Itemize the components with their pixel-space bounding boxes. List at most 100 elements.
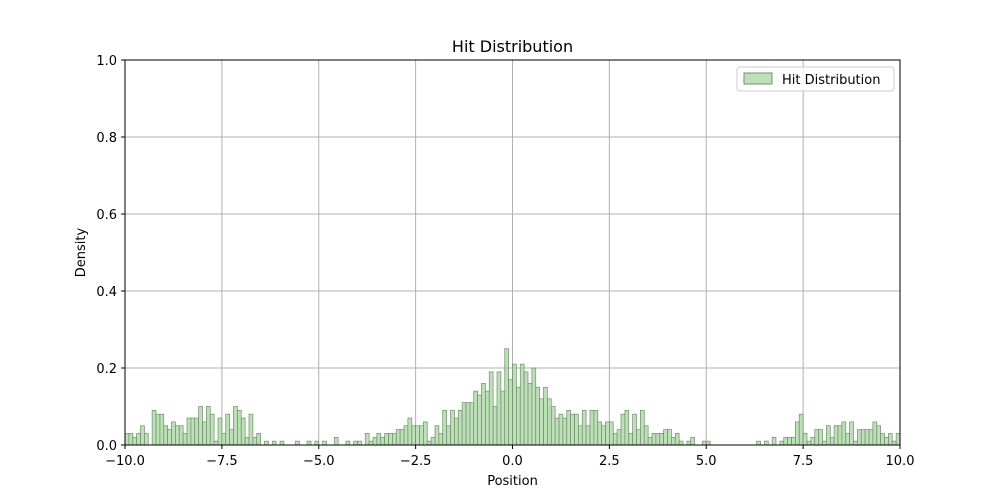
histogram-bar: [426, 440, 432, 446]
histogram-bar: [202, 421, 207, 446]
histogram-bar: [535, 386, 540, 446]
histogram-bar: [384, 433, 389, 446]
histogram-bar: [407, 417, 413, 446]
x-tick-label: 7.5: [793, 454, 814, 469]
histogram-bar: [597, 421, 602, 446]
histogram-bar: [806, 440, 812, 446]
histogram-bar: [872, 421, 878, 446]
histogram-bar: [837, 425, 843, 446]
histogram-bar: [853, 440, 858, 446]
x-tick-label: −10.0: [105, 454, 145, 469]
histogram-bar: [508, 379, 513, 446]
histogram-bar: [826, 425, 831, 446]
histogram-bar: [636, 429, 641, 446]
histogram-bar: [128, 433, 134, 446]
histogram-bar: [256, 433, 261, 446]
histogram-bar: [461, 402, 467, 446]
y-axis-label: Density: [74, 227, 89, 277]
histogram-bar: [667, 429, 672, 446]
histogram-bar: [465, 402, 471, 446]
y-tick-label: 0.6: [96, 208, 117, 223]
histogram-bar: [690, 436, 695, 446]
histogram-bar: [345, 440, 351, 446]
histogram-bar: [764, 440, 769, 446]
histogram-bar: [791, 436, 796, 446]
histogram-bar: [209, 413, 215, 446]
histogram-bar: [190, 417, 196, 446]
histogram-bar: [640, 410, 645, 446]
histogram-bar: [206, 406, 211, 446]
histogram-bar: [411, 425, 416, 446]
histogram-bar: [492, 406, 498, 446]
histogram-bar: [876, 425, 881, 446]
y-tick-label: 0.4: [96, 285, 117, 300]
histogram-bar: [554, 417, 560, 446]
histogram-bar: [857, 429, 862, 446]
histogram-bar: [392, 433, 397, 446]
histogram-bar: [229, 429, 234, 446]
histogram-bar: [473, 390, 478, 446]
histogram-bar: [423, 421, 428, 446]
histogram-bar: [771, 436, 777, 446]
histogram-bar: [589, 410, 595, 446]
histogram-bar: [136, 433, 141, 446]
histogram-bar: [558, 413, 564, 446]
x-tick-label: 0.0: [502, 454, 523, 469]
histogram-bar: [252, 436, 258, 446]
histogram-bar: [655, 433, 661, 446]
histogram-bar: [395, 429, 401, 446]
histogram-bar: [783, 436, 788, 446]
histogram-bar: [659, 433, 664, 446]
histogram-bar: [372, 436, 378, 446]
y-tick-label: 0.8: [96, 131, 117, 146]
histogram-bar: [175, 425, 180, 446]
histogram-bar: [671, 436, 676, 446]
histogram-bar: [798, 413, 804, 446]
histogram-bar: [519, 363, 525, 446]
histogram-bar: [678, 440, 684, 446]
histogram-bar: [454, 417, 459, 446]
y-tick-label: 0.2: [96, 362, 117, 377]
histogram-bar: [333, 436, 339, 446]
histogram-bar: [884, 436, 889, 446]
histogram-bar: [891, 440, 897, 446]
legend-label: Hit Distribution: [782, 73, 880, 88]
histogram-bar: [574, 413, 579, 446]
histogram-bar: [364, 433, 370, 446]
histogram-bar: [240, 417, 246, 446]
histogram-bar: [787, 436, 792, 446]
histogram-bar: [144, 433, 149, 446]
legend-swatch: [743, 72, 773, 85]
histogram-bar: [620, 413, 626, 446]
histogram-bar: [500, 390, 506, 446]
histogram-bar: [399, 429, 405, 446]
histogram-bar: [779, 440, 785, 446]
histogram-bar: [612, 433, 618, 446]
histogram-bar: [829, 436, 835, 446]
histogram-bar: [814, 429, 819, 446]
histogram-bar: [446, 425, 451, 446]
histogram-bar: [756, 440, 761, 446]
histogram-bar: [442, 410, 447, 446]
x-tick-label: −7.5: [206, 454, 238, 469]
histogram-bar: [864, 429, 870, 446]
histogram-bar: [543, 386, 548, 446]
histogram-bar: [566, 410, 571, 446]
histogram-bar: [163, 425, 168, 446]
y-tick-label: 1.0: [96, 54, 117, 69]
histogram-bar: [578, 425, 583, 446]
histogram-bar: [376, 433, 382, 446]
histogram-bar: [516, 386, 521, 446]
histogram-bar: [663, 429, 668, 446]
histogram-bar: [155, 413, 161, 446]
histogram-bar: [527, 383, 533, 446]
histogram-bar: [213, 440, 219, 446]
histogram-bar: [279, 440, 285, 446]
histogram-bar: [562, 417, 568, 446]
histogram-bar: [868, 429, 874, 446]
histogram-bar: [593, 410, 599, 446]
chart-title: Hit Distribution: [452, 37, 573, 56]
histogram-bar: [221, 433, 227, 446]
